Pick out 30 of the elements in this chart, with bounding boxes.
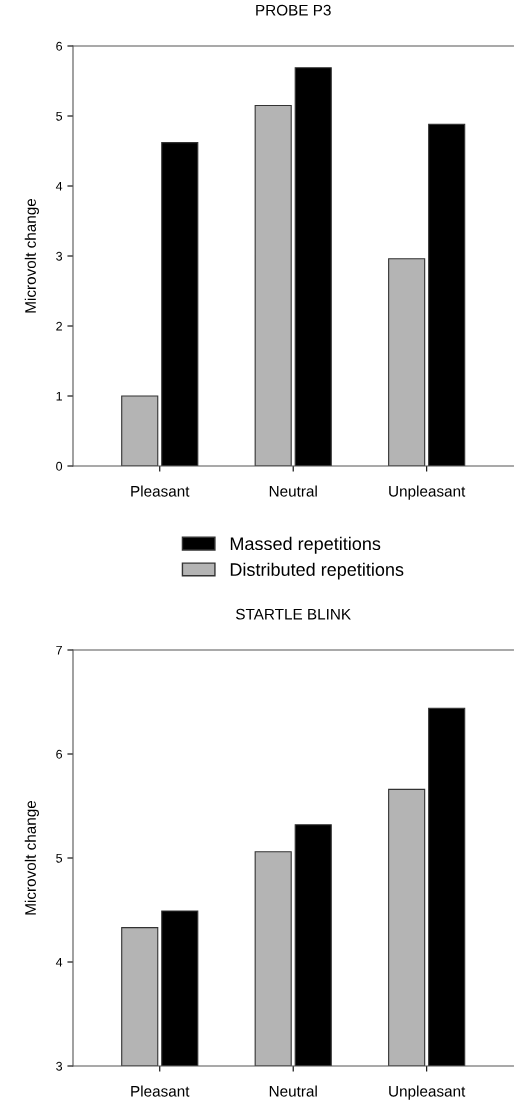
bar: [161, 142, 199, 466]
legend-label: Massed repetitions: [230, 536, 381, 554]
x-tick-label: Pleasant: [131, 485, 190, 497]
bar: [428, 123, 466, 466]
bar: [121, 395, 159, 466]
x-tick-label: Neutral: [269, 1085, 317, 1097]
bar: [254, 104, 292, 466]
y-tick-label: 2: [56, 321, 62, 331]
chart-title: PROBE P3: [256, 4, 331, 16]
y-tick-label: 4: [55, 181, 63, 191]
y-tick-label: 3: [56, 1061, 63, 1071]
y-axis-title: Microvolt change: [24, 800, 39, 915]
y-tick-label: 1: [56, 391, 62, 401]
y-tick-label: 4: [55, 957, 63, 967]
y-tick-label: 6: [56, 41, 63, 51]
y-tick-label: 7: [56, 645, 62, 655]
bar: [294, 67, 332, 466]
legend-label: Distributed repetitions: [230, 562, 404, 580]
y-tick-label: 0: [56, 461, 63, 471]
y-tick-label: 3: [56, 251, 63, 261]
chart-title: STARTLE BLINK: [236, 608, 351, 620]
x-tick-label: Unpleasant: [389, 1085, 466, 1100]
x-tick-label: Neutral: [269, 485, 317, 497]
x-tick-label: Pleasant: [131, 1085, 190, 1097]
y-tick-label: 5: [56, 111, 63, 121]
y-tick-label: 6: [56, 749, 63, 759]
y-axis-title: Microvolt change: [24, 198, 39, 313]
bar: [388, 258, 426, 466]
y-tick-label: 5: [56, 853, 63, 863]
x-tick-label: Unpleasant: [389, 485, 466, 500]
